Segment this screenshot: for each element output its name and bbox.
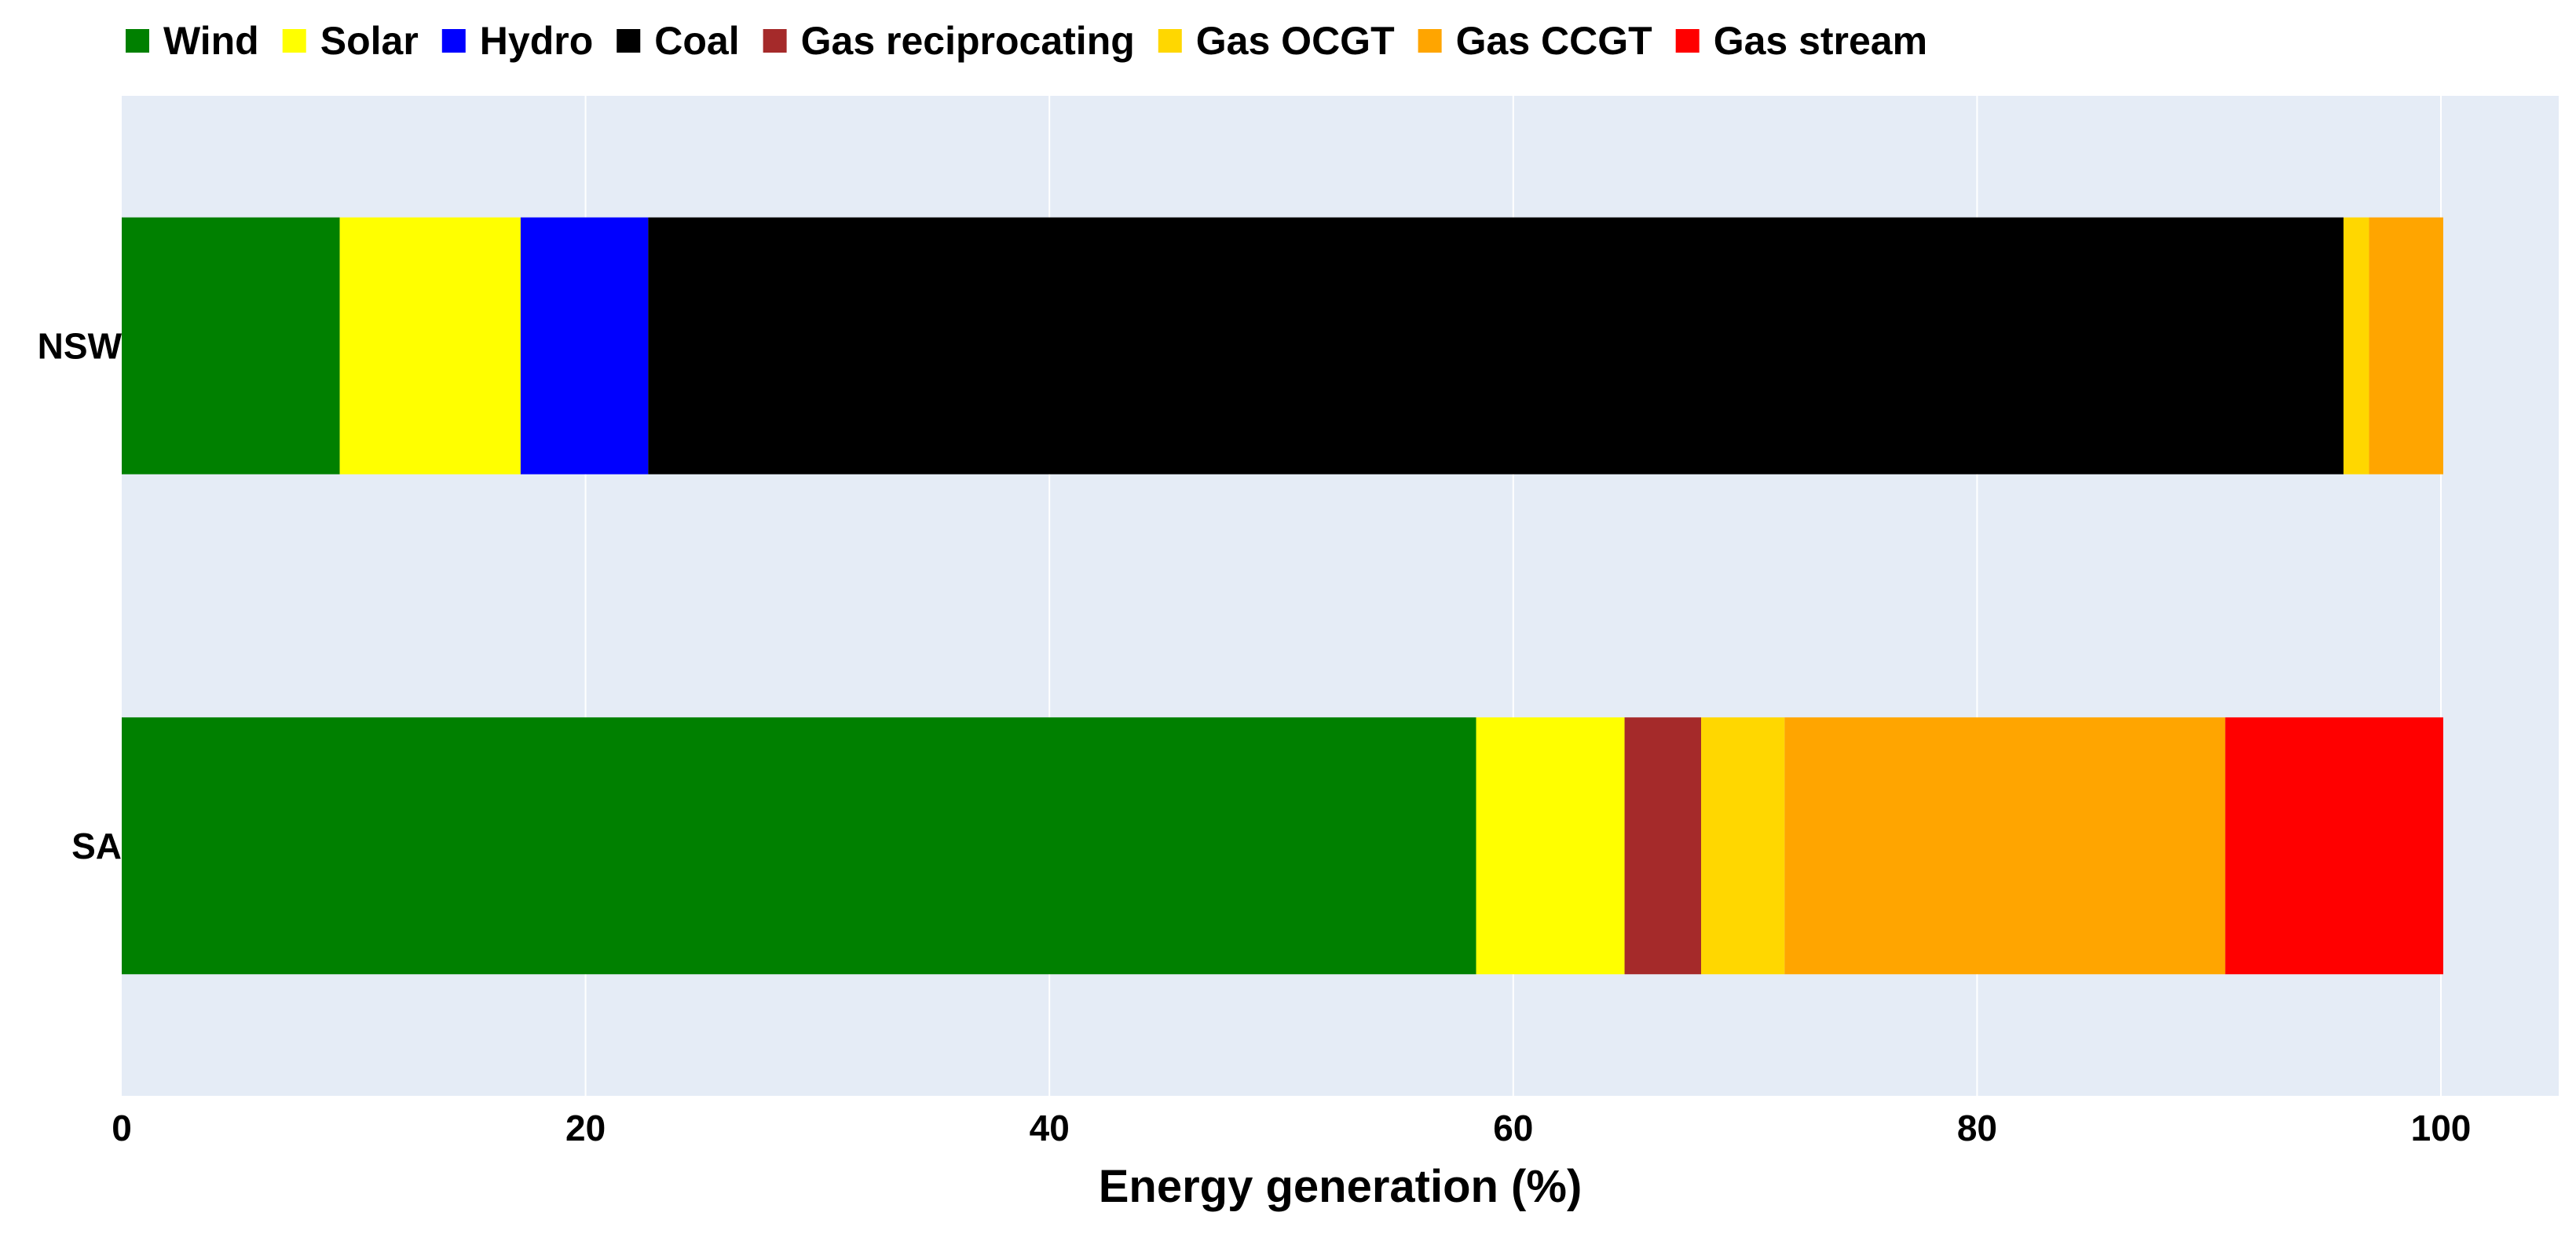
legend-swatch	[763, 29, 787, 53]
bar-segment	[2225, 717, 2443, 975]
x-axis-label: Energy generation (%)	[1099, 1161, 1583, 1212]
x-tick-label: 0	[112, 1108, 132, 1148]
x-tick-label: 40	[1030, 1108, 1070, 1148]
bar-segment	[122, 217, 340, 474]
y-tick-label: NSW	[38, 325, 123, 366]
x-tick-label: 100	[2411, 1108, 2472, 1148]
legend-label: Gas stream	[1714, 19, 1927, 63]
x-axis-tick-labels: 0 20 40 60 80 100	[112, 1108, 2471, 1148]
legend-label: Coal	[654, 19, 739, 63]
bar-segment	[339, 217, 521, 474]
y-tick-label: SA	[71, 826, 122, 866]
legend-swatch	[1158, 29, 1182, 53]
x-tick-label: 80	[1957, 1108, 1997, 1148]
bar-segment	[2343, 217, 2369, 474]
bars	[122, 217, 2443, 975]
legend-label: Gas OCGT	[1196, 19, 1395, 63]
legend-swatch	[1418, 29, 1442, 53]
legend-label: Wind	[163, 19, 259, 63]
bar-segment	[2369, 217, 2443, 474]
legend-swatch	[617, 29, 641, 53]
legend-label: Gas reciprocating	[801, 19, 1135, 63]
bar-segment	[648, 217, 2344, 474]
x-tick-label: 20	[565, 1108, 606, 1148]
x-tick-label: 60	[1493, 1108, 1533, 1148]
bar-segment	[1784, 717, 2226, 975]
legend-swatch	[1675, 29, 1700, 53]
y-axis-tick-labels: NSW SA	[38, 325, 123, 866]
bar-segment	[520, 217, 649, 474]
legend-label: Hydro	[480, 19, 593, 63]
legend: Wind Solar Hydro Coal Gas reciprocating Gas O…	[126, 19, 1927, 63]
bar-segment	[1700, 717, 1785, 975]
bar-segment	[122, 717, 1476, 975]
legend-label: Solar	[320, 19, 419, 63]
bar-segment	[1624, 717, 1701, 975]
legend-label: Gas CCGT	[1456, 19, 1652, 63]
legend-swatch	[282, 29, 306, 53]
legend-swatch	[126, 29, 149, 53]
legend-swatch	[441, 29, 466, 53]
bar-segment	[1476, 717, 1625, 975]
